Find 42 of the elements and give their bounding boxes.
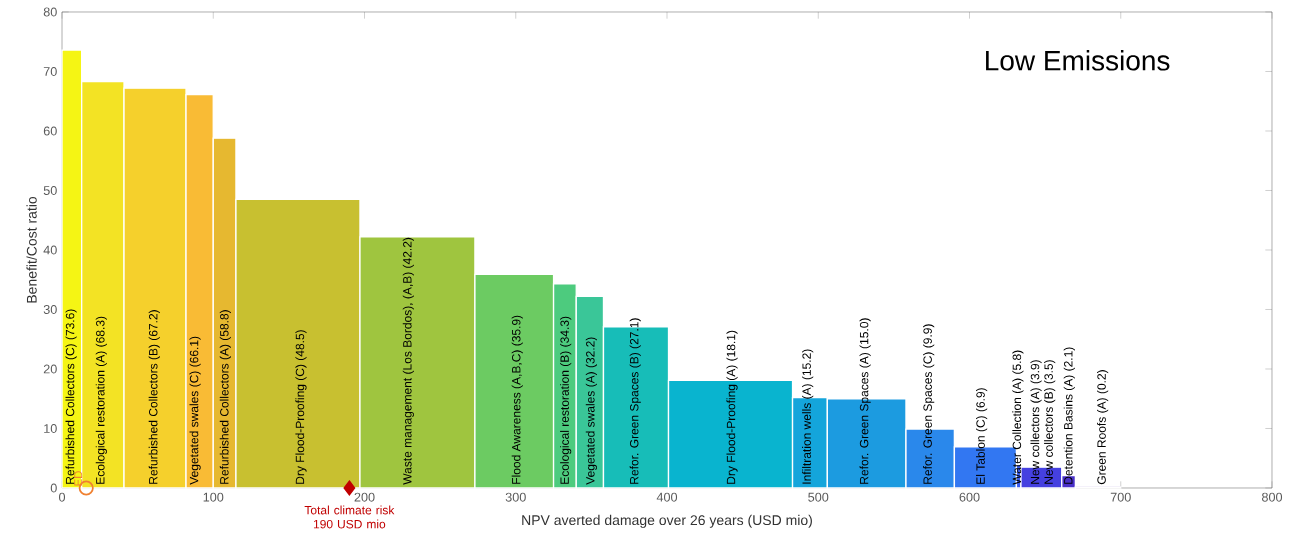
y-axis-title: Benefit/Cost ratio — [26, 196, 37, 303]
y-tick-label: 20 — [43, 364, 57, 374]
annotation: Dry Flood-Proofing (A) (18.1) — [726, 330, 738, 484]
y-tick-label: 40 — [43, 245, 57, 255]
y-tick-label: 0 — [50, 483, 57, 493]
annotation: Infiltration wells (A) (15.2) — [802, 349, 814, 484]
annotation: Water Collection (A) (5.8) — [1012, 350, 1024, 485]
x-tick-label: 200 — [354, 492, 375, 502]
y-tick-label: 50 — [43, 186, 57, 195]
annotation: Waste management (Los Bordos), (A,B) (42.2) — [402, 237, 414, 485]
x-tick-label: 0 — [58, 492, 66, 502]
annotation: Refor. Green Spaces (C) (9.9) — [923, 324, 935, 484]
annotation: El Tablon (C) (6.9) — [976, 388, 988, 484]
y-tick-label: 30 — [43, 305, 57, 314]
annotation: Refurbished Collectors (B) (67.2) — [148, 310, 160, 484]
y-tick-label: 10 — [44, 424, 57, 433]
annotation: Vegetated swales (A) (32.2) — [585, 337, 597, 485]
y-tick-label: 70 — [43, 67, 57, 76]
annotation: Vegetated swales (C) (66.1) — [189, 336, 201, 485]
x-tick-label: 400 — [656, 492, 678, 502]
x-tick-label: 700 — [1110, 492, 1131, 502]
annotation: New collectors (A) (3.9) — [1030, 360, 1042, 484]
annotation: Refor. Green Spaces (A) (15.0) — [859, 318, 871, 484]
x-axis-title: NPV averted damage over 26 years (USD mio) — [522, 514, 812, 528]
annotation: New collectors (B) (3.5) — [1044, 360, 1056, 484]
annotation: Ecological restoration (A) (68.3) — [95, 316, 107, 484]
x-tick-label: 100 — [203, 492, 224, 502]
y-tick-label: 60 — [43, 126, 57, 136]
x-tick-label: 600 — [959, 492, 980, 502]
y-tick-label: 80 — [43, 7, 57, 17]
annotation: Ecological restoration (B) (34.3) — [560, 316, 572, 484]
annotation: Refurbished Collectors (A) (58.8) — [219, 310, 231, 484]
x-tick-label: 500 — [808, 492, 829, 502]
annotation: Flood Awareness (A,B,C) (35.9) — [511, 315, 523, 484]
x-tick-label: 300 — [505, 492, 526, 502]
series-label: Total climate risk 190 USD mio — [304, 505, 395, 529]
annotation: Refor. Green Spaces (B) (27.1) — [629, 318, 641, 484]
annotation: Dry Flood-Proofing (C) (48.5) — [295, 330, 307, 484]
x-tick-label: 800 — [1261, 492, 1283, 502]
annotation: Low Emissions — [986, 50, 1170, 71]
annotation: Detention Basins (A) (2.1) — [1063, 347, 1075, 484]
annotation: Green Roofs (A) (0.2) — [1097, 370, 1109, 485]
